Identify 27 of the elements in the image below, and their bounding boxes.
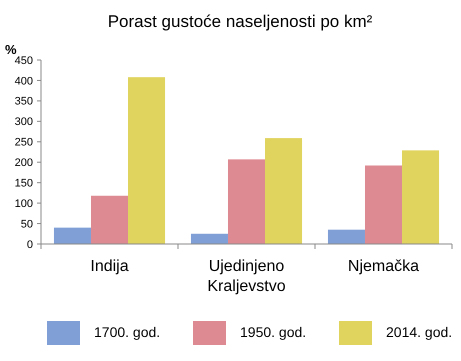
bar <box>54 228 91 244</box>
y-tick-label: 400 <box>14 75 33 88</box>
bar <box>228 159 266 244</box>
y-tick-label: 150 <box>14 178 33 190</box>
y-tick-label: 0 <box>26 238 33 251</box>
y-tick-label: 50 <box>20 218 33 230</box>
y-tick-label: 300 <box>14 116 33 128</box>
y-tick-label: 200 <box>14 157 33 170</box>
bar <box>90 196 128 244</box>
chart-title: Porast gustoće naseljenosti po km² <box>108 12 373 31</box>
bar <box>265 138 302 244</box>
y-tick-label: 350 <box>14 96 33 108</box>
legend-label: 1950. god. <box>240 324 306 340</box>
bar <box>190 234 228 244</box>
y-tick-label: 450 <box>14 54 33 67</box>
legend-label: 1700. god. <box>94 324 160 340</box>
y-axis-title: % <box>5 42 17 57</box>
x-tick-label: Indija <box>90 258 129 275</box>
y-tick-label: 100 <box>14 198 33 210</box>
bar <box>328 230 365 244</box>
x-tick-label: Njemačka <box>348 258 420 275</box>
bar <box>402 150 440 244</box>
y-tick-label: 250 <box>14 136 33 149</box>
bar <box>128 77 166 244</box>
x-tick-label: Ujedinjeno Kraljevstvo <box>207 258 286 295</box>
legend-label: 2014. god. <box>386 324 452 340</box>
bar <box>364 165 402 244</box>
